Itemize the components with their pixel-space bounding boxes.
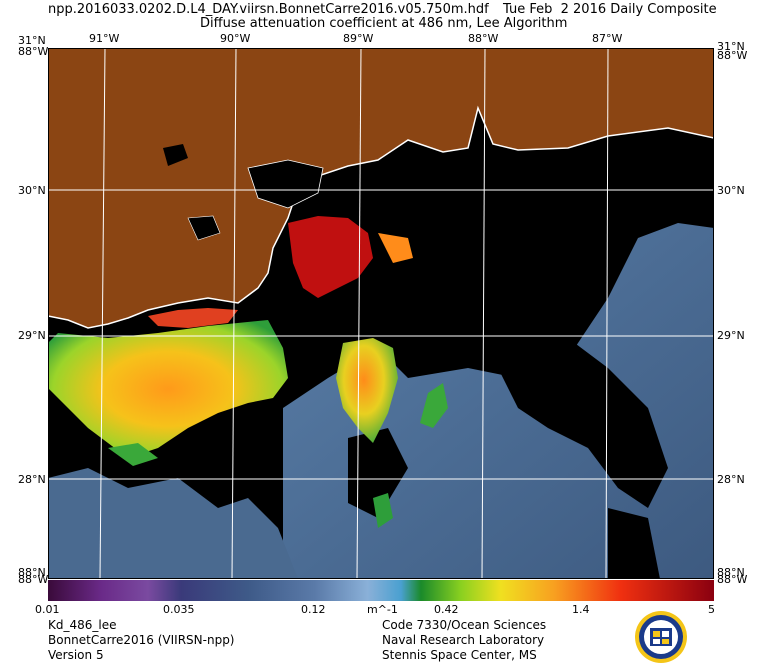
delta-orange bbox=[378, 233, 413, 263]
lon-label-88w: 88°W bbox=[468, 32, 499, 45]
lat-label-29n-left: 29°N bbox=[18, 329, 46, 342]
corner-top-left-lat: 31°N bbox=[18, 34, 46, 47]
footer-lab: Naval Research Laboratory bbox=[382, 633, 545, 647]
corner-bottom-right-lon: 88°W bbox=[717, 573, 748, 586]
cbar-tick-0.035: 0.035 bbox=[163, 603, 195, 616]
lat-label-28n-right: 28°N bbox=[717, 473, 745, 486]
plume-west-red-edge bbox=[148, 308, 238, 328]
colorbar bbox=[48, 580, 714, 601]
kd486-map bbox=[48, 48, 714, 579]
footer-location: Stennis Space Center, MS bbox=[382, 648, 537, 662]
footer-code: Code 7330/Ocean Sciences bbox=[382, 618, 547, 632]
product-subtitle: Diffuse attenuation coefficient at 486 n… bbox=[200, 16, 568, 31]
lat-label-30n-right: 30°N bbox=[717, 184, 745, 197]
cloud-gap-3 bbox=[608, 508, 660, 579]
footer-version: Version 5 bbox=[48, 648, 104, 662]
footer-product: Kd_486_lee bbox=[48, 618, 117, 632]
footer-region: BonnetCarre2016 (VIIRSN-npp) bbox=[48, 633, 235, 647]
corner-bottom-right-lat: 88°N bbox=[717, 566, 745, 579]
cbar-tick-0.12: 0.12 bbox=[301, 603, 326, 616]
plume-delta bbox=[336, 338, 398, 443]
corner-top-right-lat: 31°N bbox=[717, 40, 745, 53]
green-streak-3 bbox=[108, 443, 158, 466]
green-streak-1 bbox=[420, 383, 448, 428]
green-streak-2 bbox=[373, 493, 393, 528]
composite-date: Tue Feb 2 2016 Daily Composite bbox=[503, 2, 717, 17]
offshore-water-west bbox=[48, 468, 298, 579]
graticule bbox=[48, 48, 714, 579]
corner-bottom-left-lon: 88°W bbox=[18, 573, 49, 586]
cbar-tick-5: 5 bbox=[708, 603, 715, 616]
lat-label-28n-left: 28°N bbox=[18, 473, 46, 486]
lat-label-30n-left: 30°N bbox=[18, 184, 46, 197]
cbar-tick-0.42: 0.42 bbox=[434, 603, 459, 616]
filename-title: npp.2016033.0202.D.L4_DAY.viirsn.BonnetC… bbox=[48, 2, 489, 17]
cloud-gap-1 bbox=[488, 338, 668, 508]
lake-pontchartrain bbox=[247, 159, 324, 209]
nrl-seal-logo bbox=[635, 611, 687, 663]
corner-top-right-lon: 88°W bbox=[717, 49, 748, 62]
lake-small-1 bbox=[163, 144, 188, 166]
cbar-tick-1.4: 1.4 bbox=[572, 603, 590, 616]
cbar-unit: m^-1 bbox=[367, 603, 398, 616]
delta-high-kd bbox=[288, 216, 373, 298]
lon-label-87w: 87°W bbox=[592, 32, 623, 45]
lon-label-89w: 89°W bbox=[343, 32, 374, 45]
lon-label-91w: 91°W bbox=[89, 32, 120, 45]
lat-label-29n-right: 29°N bbox=[717, 329, 745, 342]
lake-small-2 bbox=[187, 215, 221, 241]
corner-top-left-lon: 88°W bbox=[18, 45, 49, 58]
colorbar-gradient bbox=[48, 580, 714, 601]
cloud-gap-2 bbox=[348, 428, 408, 518]
lon-label-90w: 90°W bbox=[220, 32, 251, 45]
plume-west bbox=[48, 320, 288, 458]
land bbox=[48, 48, 714, 328]
cbar-tick-0.01: 0.01 bbox=[35, 603, 60, 616]
corner-bottom-left-lat: 88°N bbox=[18, 566, 46, 579]
